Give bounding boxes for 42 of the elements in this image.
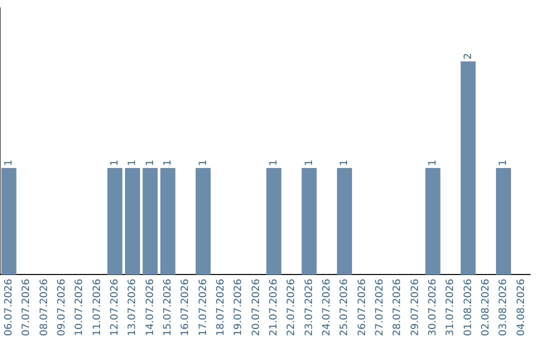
x-tick-label: 17.07.2026 [198, 278, 209, 336]
x-tick-label: 08.07.2026 [38, 278, 50, 336]
x-tick-label: 02.08.2026 [480, 278, 492, 336]
data-label: 1 [144, 160, 156, 166]
x-tick-label: 15.07.2026 [162, 278, 174, 336]
x-tick-label: 13.07.2026 [127, 278, 138, 336]
x-tick-label: 28.07.2026 [392, 278, 404, 336]
x-tick-label: 20.07.2026 [250, 278, 262, 336]
x-tick-label: 12.07.2026 [109, 278, 120, 336]
x-tick-label: 25.07.2026 [339, 278, 350, 336]
x-tick-label: 07.07.2026 [21, 278, 32, 336]
x-tick-label: 21.07.2026 [268, 278, 280, 336]
x-tick-label: 16.07.2026 [180, 278, 192, 336]
x-tick-label: 10.07.2026 [74, 278, 86, 336]
x-tick-label: 04.08.2026 [516, 278, 527, 336]
x-tick-label: 19.07.2026 [233, 278, 244, 336]
data-label: 1 [162, 160, 174, 166]
x-tick-label: 06.07.2026 [3, 278, 14, 336]
data-label: 1 [127, 160, 138, 166]
x-tick-label: 31.07.2026 [445, 278, 456, 336]
x-tick-label: 26.07.2026 [356, 278, 368, 336]
x-tick-label: 18.07.2026 [215, 278, 226, 336]
data-label: 1 [268, 160, 280, 166]
data-label: 2 [462, 52, 474, 60]
x-tick-label: 27.07.2026 [374, 278, 386, 336]
x-tick-label: 01.08.2026 [462, 278, 474, 336]
data-label: 1 [427, 160, 438, 166]
x-tick-label: 23.07.2026 [304, 278, 315, 336]
x-tick-label: 24.07.2026 [321, 278, 332, 336]
data-label: 1 [109, 160, 120, 166]
x-tick-label: 29.07.2026 [410, 278, 421, 336]
x-tick-label: 09.07.2026 [56, 278, 68, 336]
data-label: 1 [3, 160, 14, 166]
data-label: 1 [304, 160, 315, 166]
x-tick-label: 30.07.2026 [427, 278, 438, 336]
x-tick-label: 11.07.2026 [92, 278, 103, 336]
x-tick-label: 03.08.2026 [498, 278, 510, 336]
x-tick-label: 22.07.2026 [286, 278, 298, 336]
data-label: 1 [339, 160, 350, 166]
data-label: 1 [198, 160, 209, 166]
data-label: 1 [498, 160, 510, 166]
x-tick-label: 14.07.2026 [144, 278, 156, 336]
